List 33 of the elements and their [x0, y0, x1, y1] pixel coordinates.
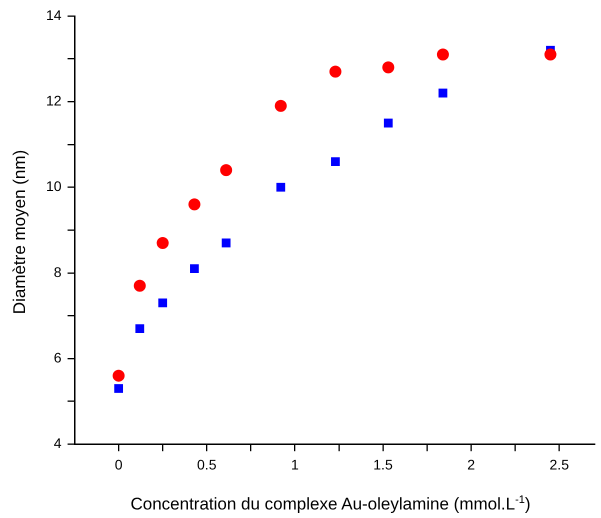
x-tick-label: 0	[114, 456, 123, 472]
y-tick-label: 4	[54, 435, 62, 452]
point	[436, 48, 449, 61]
point	[190, 264, 199, 274]
point	[276, 182, 286, 192]
point	[135, 324, 144, 333]
point	[544, 48, 556, 61]
point	[438, 88, 448, 98]
x-tick-label: 1.5	[373, 456, 393, 472]
x-tick-label: 2	[467, 456, 476, 472]
point	[158, 298, 168, 308]
x-tick-label: 0.5	[197, 456, 217, 472]
x-tick-label: 2.5	[550, 456, 570, 472]
point	[134, 280, 146, 292]
point	[112, 370, 125, 382]
point	[331, 157, 340, 166]
point	[222, 238, 231, 248]
y-tick-label: 10	[46, 178, 62, 194]
point	[156, 236, 169, 249]
y-tick-label: 14	[46, 6, 62, 23]
x-axis-title: Concentration du complexe Au-oleylamine (mmol.L$^{-1}$)	[129, 494, 532, 515]
point	[384, 118, 393, 128]
point	[220, 164, 232, 176]
point	[114, 384, 124, 393]
y-axis-title: Diamètre moyen (nm)	[10, 150, 30, 314]
x-tick-label: 1	[290, 456, 299, 472]
point	[274, 100, 287, 112]
y-tick-label: 12	[46, 92, 62, 108]
point	[382, 61, 394, 74]
y-tick-label: 8	[54, 264, 62, 280]
point	[188, 198, 200, 210]
y-tick-label: 6	[54, 349, 62, 366]
point	[329, 66, 342, 78]
